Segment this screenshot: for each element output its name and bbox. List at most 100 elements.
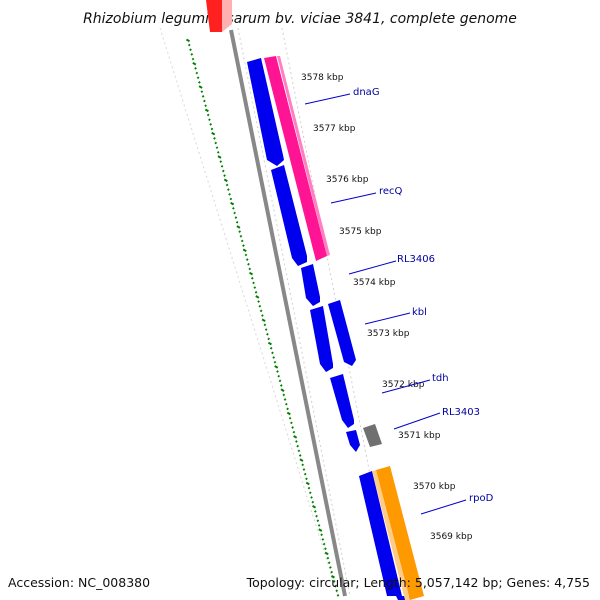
gc-tick [316, 519, 320, 523]
gene-label-recQ[interactable]: recQ [379, 186, 403, 197]
cds-grey[interactable] [363, 424, 382, 447]
gc-tick [263, 323, 267, 327]
gc-tick [247, 262, 250, 266]
cds-arrow[interactable] [330, 374, 354, 428]
gc-tick [213, 136, 216, 140]
gc-tick [264, 328, 268, 331]
gc-tick [332, 580, 336, 583]
gc-tick [191, 57, 195, 61]
cds-arrow[interactable] [359, 471, 402, 596]
cds-arrow[interactable] [271, 165, 307, 266]
gc-tick [257, 300, 260, 303]
gc-tick [288, 416, 292, 420]
gene-label-line [393, 412, 441, 430]
gc-tick [226, 188, 230, 191]
gc-tick [242, 248, 247, 253]
gene-label-rpoD[interactable]: rpoD [469, 493, 494, 504]
gene-label-RL3403[interactable]: RL3403 [442, 407, 480, 418]
gc-ring-edge [159, 27, 339, 597]
gc-tick [315, 514, 318, 518]
gc-tick [210, 127, 214, 131]
gc-tick [329, 566, 332, 569]
gc-tick [317, 524, 321, 527]
cds-arrow[interactable] [346, 430, 360, 452]
scale-label: 3576 kbp [326, 175, 369, 185]
gc-tick [254, 290, 258, 294]
gc-tick [336, 594, 340, 597]
gene-label-line [348, 260, 397, 275]
gc-tick [292, 430, 296, 434]
gc-tick [277, 374, 281, 378]
gc-tick [253, 286, 257, 289]
gc-tick [235, 220, 239, 224]
feature-top-red[interactable] [206, 0, 222, 32]
gene-label-RL3406[interactable]: RL3406 [397, 254, 435, 265]
cds-arrow[interactable] [310, 306, 333, 372]
gc-tick [189, 48, 192, 52]
outer-ring-inner-edge [237, 27, 351, 597]
gc-tick [234, 216, 238, 219]
gc-tick [274, 365, 279, 369]
gc-tick [232, 206, 235, 210]
scale-label: 3574 kbp [353, 278, 396, 288]
scale-label: 3573 kbp [367, 329, 410, 339]
gc-tick [228, 192, 231, 196]
gc-tick [223, 178, 228, 183]
gc-tick [204, 108, 209, 113]
gene-label-tdh[interactable]: tdh [432, 373, 449, 384]
gc-tick [248, 267, 252, 271]
gc-tick [324, 551, 329, 556]
gc-tick [303, 472, 307, 476]
gc-tick [233, 211, 236, 215]
gc-tick [286, 411, 291, 416]
gc-tick [195, 71, 199, 75]
gc-tick [192, 61, 197, 66]
gc-tick [276, 370, 279, 373]
gc-tick [216, 150, 220, 154]
gc-tick [307, 486, 311, 490]
gene-label-line [381, 379, 431, 394]
gc-tick [305, 481, 310, 486]
gc-tick [236, 225, 241, 229]
gc-tick [223, 174, 226, 178]
gc-tick [320, 533, 323, 537]
cds-arrow[interactable] [328, 300, 356, 366]
gc-tick [187, 43, 191, 47]
gc-tick [267, 341, 272, 346]
gc-tick [318, 528, 323, 532]
gc-tick [204, 104, 207, 108]
scale-label: 3570 kbp [413, 482, 456, 492]
gc-tick [258, 304, 262, 308]
gc-tick [302, 468, 306, 471]
gc-tick [301, 463, 305, 467]
gene-label-kbl[interactable]: kbl [412, 307, 427, 318]
gc-tick [269, 346, 273, 350]
gc-tick [266, 332, 269, 336]
cds-arrow[interactable] [301, 264, 320, 306]
gene-label-dnaG[interactable]: dnaG [353, 87, 380, 98]
gc-tick [261, 314, 264, 317]
gc-tick [194, 67, 197, 70]
gene-label-line [420, 499, 467, 515]
gc-tick [239, 234, 243, 238]
gene-labels: dnaG recQ RL3406 kbl tdh RL3403 rpoD [353, 87, 494, 504]
gc-content-track [185, 38, 340, 597]
gc-tick [190, 53, 194, 56]
gc-tick [295, 440, 298, 443]
gc-tick [261, 318, 266, 322]
gc-tick [280, 388, 285, 392]
gc-tick [220, 164, 224, 168]
gc-tick [221, 169, 225, 173]
gc-tick [198, 85, 203, 89]
gc-tick [326, 556, 330, 560]
cds-highlight-pink[interactable] [264, 56, 327, 261]
cds-highlight-orange[interactable] [376, 466, 424, 600]
gc-tick [250, 276, 254, 280]
scale-labels: 3578 kbp 3577 kbp 3576 kbp 3575 kbp 3574… [301, 73, 473, 542]
cds-arrow[interactable] [247, 58, 284, 166]
gc-tick [219, 160, 223, 164]
gc-tick [211, 131, 216, 136]
gc-tick [206, 113, 210, 117]
gc-tick [308, 491, 312, 495]
